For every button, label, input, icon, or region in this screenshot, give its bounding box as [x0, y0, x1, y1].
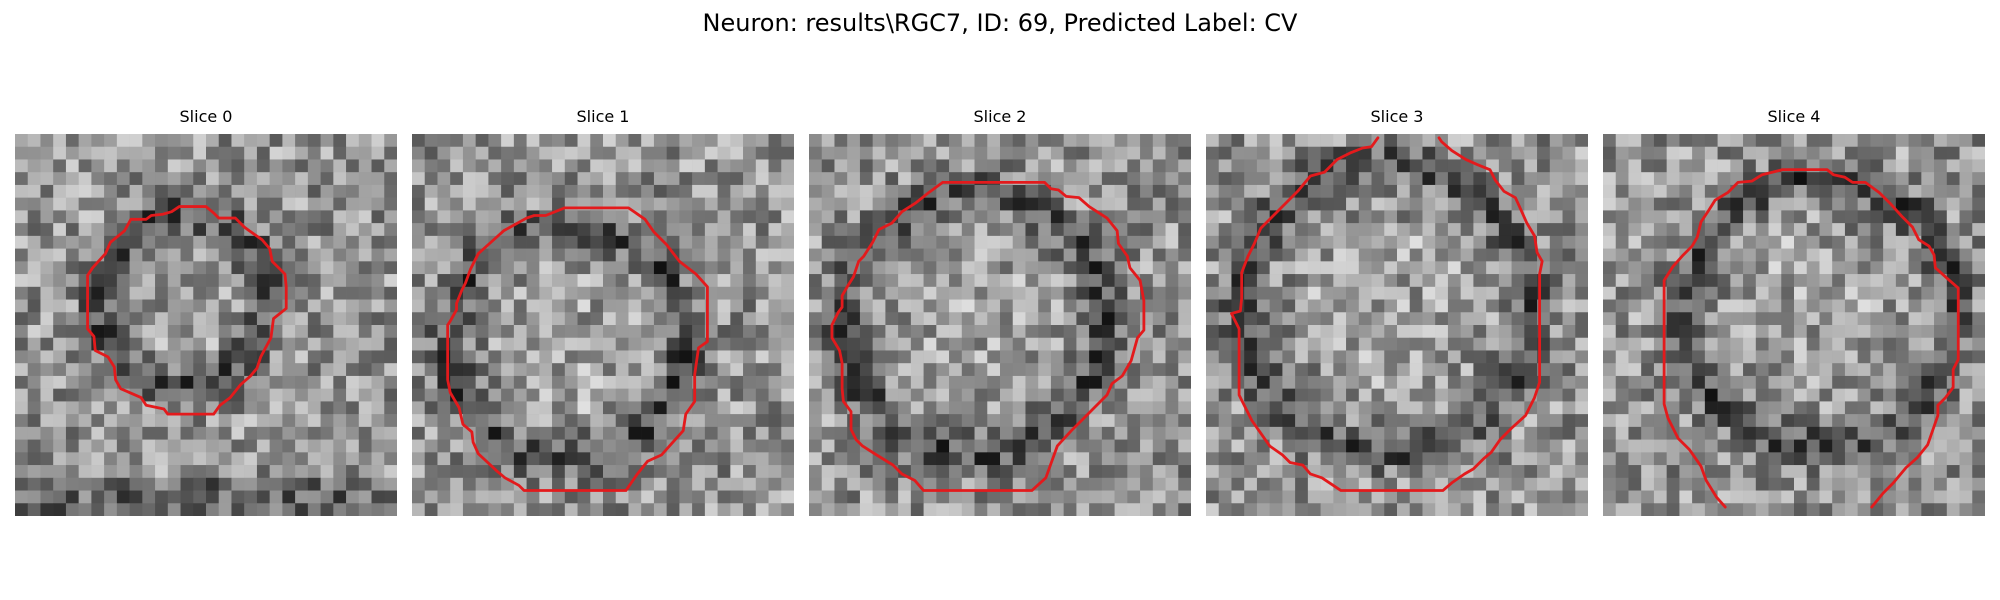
- slice-panel-0: Slice 0: [15, 106, 397, 128]
- slice-title: Slice 0: [15, 106, 397, 128]
- grayscale-pixel-grid: [1206, 134, 1588, 516]
- slice-title: Slice 3: [1206, 106, 1588, 128]
- figure-title: Neuron: results\RGC7, ID: 69, Predicted …: [0, 6, 2000, 40]
- slice-title: Slice 1: [412, 106, 794, 128]
- microscopy-slice-image: [1206, 134, 1588, 516]
- slice-panel-1: Slice 1: [412, 106, 794, 128]
- slice-panel-4: Slice 4: [1603, 106, 1985, 128]
- slice-title: Slice 2: [809, 106, 1191, 128]
- microscopy-slice-image: [412, 134, 794, 516]
- grayscale-pixel-grid: [15, 134, 397, 516]
- microscopy-slice-image: [1603, 134, 1985, 516]
- microscopy-slice-image: [15, 134, 397, 516]
- grayscale-pixel-grid: [809, 134, 1191, 516]
- slice-panel-3: Slice 3: [1206, 106, 1588, 128]
- slice-title: Slice 4: [1603, 106, 1985, 128]
- grayscale-pixel-grid: [1603, 134, 1985, 516]
- grayscale-pixel-grid: [412, 134, 794, 516]
- microscopy-slice-image: [809, 134, 1191, 516]
- slice-panel-2: Slice 2: [809, 106, 1191, 128]
